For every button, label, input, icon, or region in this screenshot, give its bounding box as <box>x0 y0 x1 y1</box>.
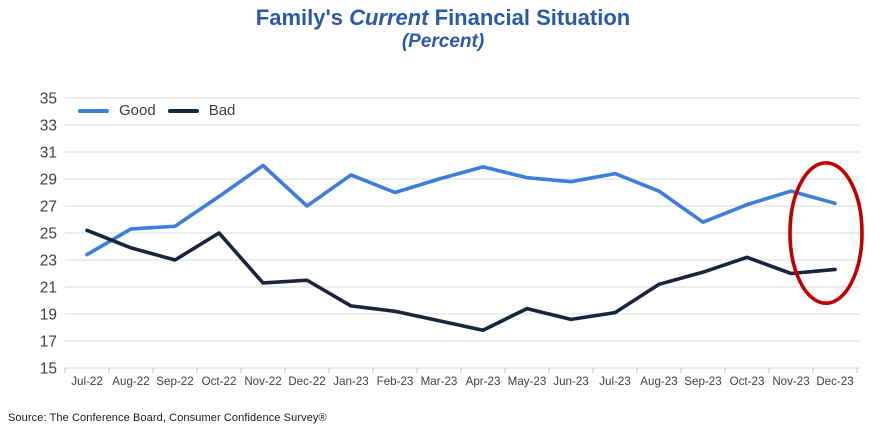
x-tick-label: Jan-23 <box>333 375 368 388</box>
x-tick-label: May-23 <box>508 375 547 388</box>
x-tick-label: Dec-22 <box>288 375 325 388</box>
y-tick-label: 17 <box>40 334 57 351</box>
y-tick-label: 29 <box>40 172 57 189</box>
x-tick-label: Jul-23 <box>599 375 631 388</box>
page-subtitle: (Percent) <box>401 31 485 52</box>
series-line-bad <box>85 228 837 333</box>
title-prefix: Family's <box>255 5 350 30</box>
x-tick-label: Sep-23 <box>684 375 721 388</box>
x-tick-label: Nov-23 <box>772 375 809 388</box>
title-suffix: Financial Situation <box>428 5 631 30</box>
legend-item-good: Good <box>78 102 156 119</box>
y-tick-label: 27 <box>40 199 57 216</box>
title-emphasis: Current <box>349 5 429 30</box>
x-tick-label: Oct-23 <box>730 375 765 388</box>
y-tick-label: 15 <box>40 361 57 378</box>
series-line-good <box>85 163 837 257</box>
y-tick-label: 21 <box>40 280 57 297</box>
x-tick-label: Dec-23 <box>816 375 853 388</box>
legend-label-good: Good <box>119 102 156 119</box>
source-note: Source: The Conference Board, Consumer C… <box>8 412 327 424</box>
y-tick-label: 31 <box>40 145 57 162</box>
y-tick-label: 35 <box>40 91 57 108</box>
x-tick-label: Nov-22 <box>244 375 281 388</box>
good-line-swatch <box>78 108 109 113</box>
y-tick-label: 19 <box>40 307 57 324</box>
x-tick-label: Aug-22 <box>112 375 149 388</box>
chart-legend: Good Bad <box>78 102 235 119</box>
y-tick-label: 33 <box>40 118 57 135</box>
x-tick-label: Jul-22 <box>71 375 103 388</box>
x-tick-label: Jun-23 <box>553 375 588 388</box>
x-tick-label: Feb-23 <box>377 375 414 388</box>
x-tick-label: Sep-22 <box>156 375 193 388</box>
x-tick-label: Apr-23 <box>466 375 501 388</box>
bad-line-swatch <box>167 108 199 113</box>
legend-label-bad: Bad <box>208 102 236 119</box>
x-tick-label: Mar-23 <box>421 375 458 388</box>
legend-item-bad: Bad <box>167 102 236 119</box>
y-tick-label: 25 <box>40 226 57 243</box>
title-block: Family's Current Financial Situation (Pe… <box>0 5 886 53</box>
x-tick-label: Aug-23 <box>640 375 677 388</box>
x-tick-label: Oct-22 <box>202 375 237 388</box>
highlight-ellipse <box>788 161 864 305</box>
page-title: Family's Current Financial Situation <box>0 5 886 31</box>
y-tick-label: 23 <box>40 253 57 270</box>
